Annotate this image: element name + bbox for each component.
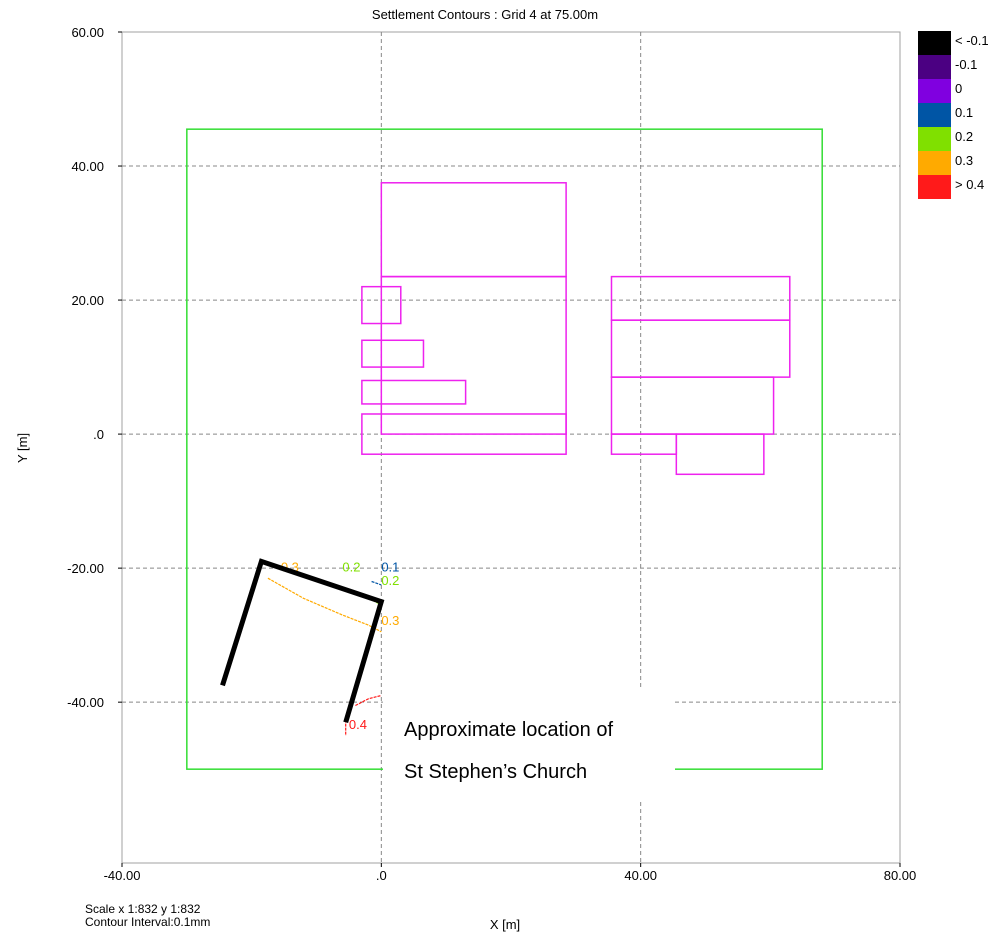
contour-label: 0.4 xyxy=(349,717,367,732)
contour-label: 0.2 xyxy=(342,559,360,574)
y-tick-label: -20.00 xyxy=(67,561,104,576)
annotation-box: Approximate location of St Stephen’s Chu… xyxy=(383,690,675,800)
y-tick-label: 40.00 xyxy=(71,159,104,174)
building-rect xyxy=(361,285,402,325)
legend-label: 0.2 xyxy=(955,129,973,144)
church-outline-line xyxy=(220,558,385,724)
y-tick-label: .0 xyxy=(93,427,104,442)
legend-swatch xyxy=(918,103,951,127)
x-tick-label: -40.00 xyxy=(104,868,141,883)
annotation-background xyxy=(383,690,675,800)
legend-swatch xyxy=(918,31,951,55)
y-tick-label: 20.00 xyxy=(71,293,104,308)
building-rect xyxy=(675,433,765,476)
contour-label: 0.3 xyxy=(381,613,399,628)
legend-label: 0.1 xyxy=(955,105,973,120)
contour-interval-text: Contour Interval:0.1mm xyxy=(85,915,210,929)
legend-swatch xyxy=(918,79,951,103)
legend-label: 0 xyxy=(955,81,962,96)
scale-text: Scale x 1:832 y 1:832 xyxy=(85,902,201,916)
legend-label: -0.1 xyxy=(955,57,977,72)
contour-line xyxy=(355,694,382,707)
church-outline xyxy=(220,558,385,724)
buildings xyxy=(361,182,791,476)
y-axis-label: Y [m] xyxy=(15,433,30,463)
building-rect xyxy=(361,379,467,405)
building-rect xyxy=(380,275,567,435)
legend-label: < -0.1 xyxy=(955,33,989,48)
legend-swatch xyxy=(918,151,951,175)
building-rect xyxy=(361,339,425,368)
y-tick-label: 60.00 xyxy=(71,25,104,40)
legend-swatch xyxy=(918,175,951,199)
contour-label: 0.1 xyxy=(381,559,399,574)
x-tick-label: 80.00 xyxy=(884,868,917,883)
chart-title: Settlement Contours : Grid 4 at 75.00m xyxy=(372,7,598,22)
annotation-line-2: St Stephen’s Church xyxy=(404,761,587,783)
legend-label: 0.3 xyxy=(955,153,973,168)
contour-line xyxy=(371,580,382,586)
x-tick-labels: -40.00 .0 40.00 80.00 xyxy=(104,863,917,883)
legend-swatch xyxy=(918,55,951,79)
contour-label: 0.2 xyxy=(381,573,399,588)
building-rect xyxy=(361,413,567,455)
y-tick-labels: 60.00 40.00 20.00 .0 -20.00 -40.00 xyxy=(67,25,122,710)
x-tick-label: 40.00 xyxy=(624,868,657,883)
annotation-line-1: Approximate location of xyxy=(404,719,613,741)
legend-label: > 0.4 xyxy=(955,177,984,192)
y-tick-label: -40.00 xyxy=(67,695,104,710)
x-tick-label: .0 xyxy=(376,868,387,883)
legend-swatch xyxy=(918,127,951,151)
x-axis-label: X [m] xyxy=(490,917,520,932)
legend: < -0.1 -0.1 0 0.1 0.2 0.3 > 0.4 xyxy=(918,31,989,199)
